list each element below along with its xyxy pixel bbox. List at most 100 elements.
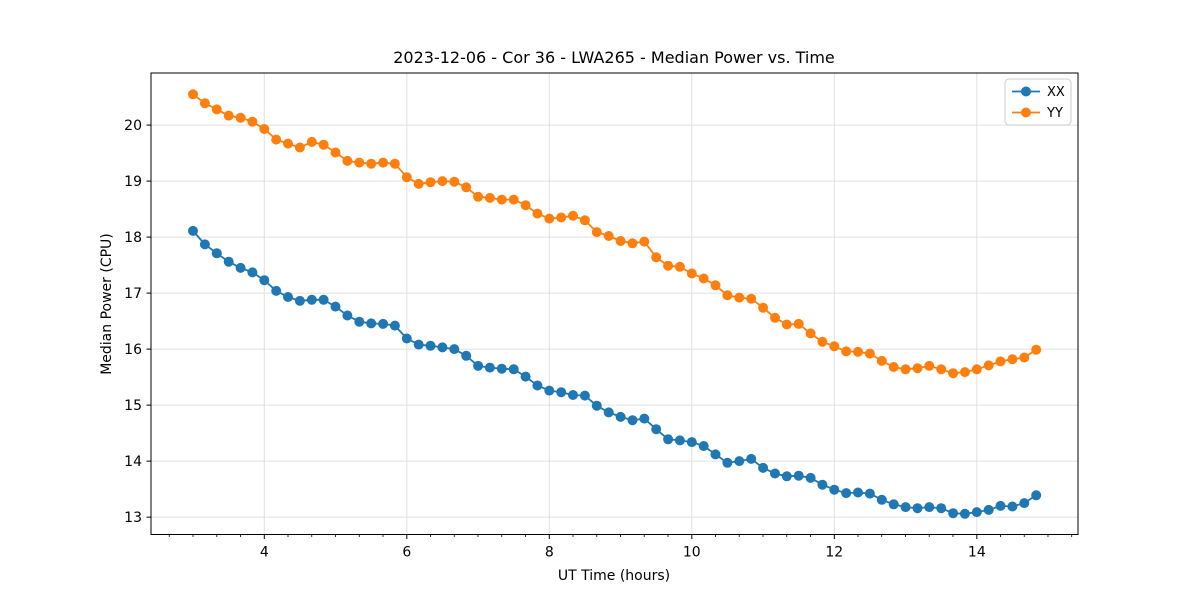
data-point <box>603 231 614 241</box>
data-point <box>686 268 697 279</box>
data-point <box>591 227 602 238</box>
legend: XX YY <box>1004 78 1072 126</box>
data-point <box>544 213 555 224</box>
data-point <box>247 116 258 127</box>
data-point <box>473 360 484 371</box>
data-point <box>1019 498 1030 509</box>
data-point <box>461 350 472 361</box>
y-axis-label: Median Power (CPU) <box>99 233 115 375</box>
data-point <box>758 462 769 473</box>
data-point <box>579 390 590 401</box>
data-point <box>639 236 650 247</box>
data-point <box>746 293 757 304</box>
data-point <box>710 449 721 460</box>
y-tick-label: 14 <box>124 454 142 470</box>
legend-marker-yy <box>1021 107 1031 118</box>
plot-border <box>150 72 1079 535</box>
data-point <box>211 248 222 259</box>
data-point <box>1019 352 1030 363</box>
data-point <box>568 390 578 400</box>
data-point <box>971 507 982 518</box>
y-tick-label: 18 <box>124 230 142 246</box>
data-point <box>378 157 389 168</box>
data-point <box>188 89 198 100</box>
data-point <box>983 360 994 371</box>
data-point <box>579 215 590 226</box>
data-point <box>864 488 875 499</box>
data-point <box>366 158 377 169</box>
data-point <box>876 494 887 505</box>
data-point <box>259 124 270 134</box>
chart-title: 2023-12-06 - Cor 36 - LWA265 - Median Po… <box>393 48 835 67</box>
data-point <box>532 380 543 391</box>
data-point <box>484 362 495 373</box>
data-point <box>1031 344 1042 355</box>
data-point <box>674 435 685 446</box>
data-point <box>829 341 840 352</box>
data-point <box>283 138 293 149</box>
data-point <box>544 385 555 396</box>
legend-item-xx: XX <box>1012 85 1065 100</box>
data-point <box>342 310 353 321</box>
data-point <box>449 176 460 187</box>
data-point <box>413 178 424 189</box>
data-point <box>841 488 852 499</box>
data-point <box>247 267 258 278</box>
data-point <box>378 318 389 329</box>
data-point <box>223 256 234 267</box>
y-tick-label: 15 <box>124 398 142 414</box>
data-point <box>330 301 341 312</box>
data-point <box>366 318 377 329</box>
data-point <box>401 333 412 344</box>
data-point <box>235 262 246 273</box>
data-point <box>199 239 210 250</box>
data-point <box>734 456 745 467</box>
data-point <box>900 364 911 375</box>
data-point <box>912 503 923 514</box>
data-point <box>924 360 935 371</box>
data-point <box>864 348 875 359</box>
data-point <box>330 147 341 158</box>
data-point <box>674 261 685 272</box>
data-point <box>425 340 436 351</box>
data-point <box>888 362 899 372</box>
data-point <box>758 302 769 313</box>
data-point <box>995 356 1006 367</box>
data-point <box>770 468 780 479</box>
x-tick-label: 4 <box>260 545 269 561</box>
data-point <box>817 479 828 490</box>
data-point <box>318 139 329 150</box>
data-point <box>781 319 792 330</box>
data-point <box>971 364 982 375</box>
data-point <box>211 104 222 115</box>
x-tick-label: 14 <box>968 545 986 561</box>
data-point <box>342 155 353 166</box>
data-point <box>876 355 887 366</box>
data-point <box>853 487 863 498</box>
data-point <box>627 415 638 426</box>
data-point <box>294 295 305 306</box>
data-point <box>449 344 460 355</box>
data-point <box>936 503 947 514</box>
y-tick-label: 16 <box>124 342 142 358</box>
data-point <box>306 136 317 147</box>
data-point <box>294 142 305 153</box>
data-point <box>568 210 578 221</box>
data-point <box>959 367 970 378</box>
data-point <box>413 339 424 350</box>
data-point <box>283 292 293 302</box>
data-point <box>389 158 400 169</box>
data-point <box>425 177 436 188</box>
legend-marker-xx <box>1021 86 1031 97</box>
x-tick-label: 6 <box>402 545 411 561</box>
data-point <box>746 453 757 464</box>
data-point <box>924 502 935 513</box>
data-point <box>651 424 662 435</box>
data-point <box>734 292 745 303</box>
axes-layer: 4 6 8 10 12 14 13 14 15 16 17 18 19 20 <box>124 72 1079 561</box>
data-point <box>948 368 959 379</box>
y-tick-label: 20 <box>124 118 142 134</box>
data-point <box>710 280 721 291</box>
data-point <box>770 312 780 323</box>
